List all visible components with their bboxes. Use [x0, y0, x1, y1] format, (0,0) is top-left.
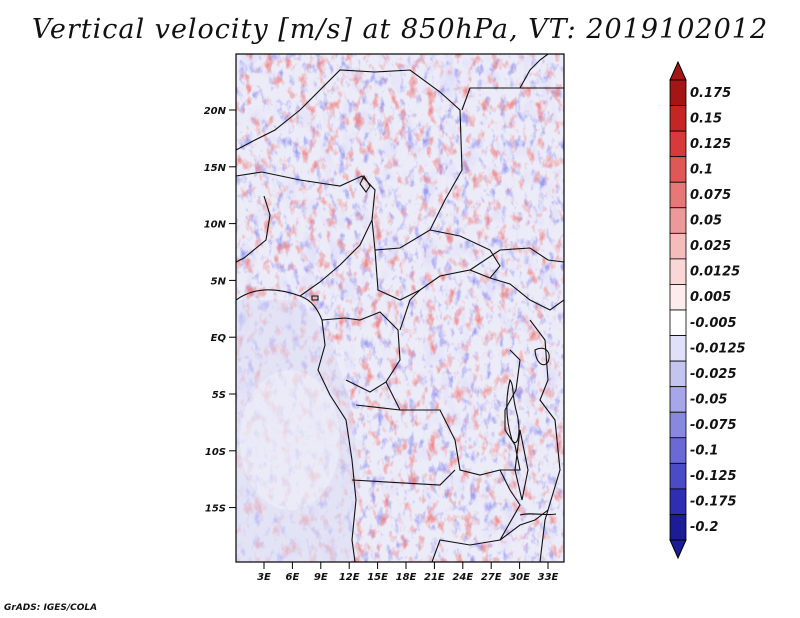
colorbar-label: 0.025 [690, 239, 731, 254]
colorbar-bottom-arrow [669, 539, 687, 560]
colorbar-label: 0.005 [690, 290, 731, 305]
colorbar-segment [669, 284, 687, 311]
credit-label: GrADS: IGES/COLA [4, 603, 98, 613]
longitude-axis: 3E 6E 9E 12E 15E 18E 21E 24E 27E 30E 33E [257, 562, 559, 583]
colorbar-label: -0.0125 [690, 341, 746, 356]
colorbar-segment [669, 360, 687, 388]
velocity-field [236, 54, 564, 562]
lon-tick-label: 9E [314, 572, 328, 583]
colorbar-label: -0.1 [690, 444, 718, 459]
colorbar-segment [669, 258, 687, 285]
lon-tick-label: 18E [396, 572, 417, 583]
lat-tick-label: 10N [204, 220, 227, 231]
lon-tick-label: 3E [257, 572, 271, 583]
map-frame [235, 53, 565, 563]
lat-tick-label: 5N [211, 276, 227, 287]
country-borders [236, 54, 564, 562]
lon-tick-label: 21E [424, 572, 445, 583]
colorbar-segment [669, 105, 687, 132]
chart-title: Vertical velocity [m/s] at 850hPa, VT: 2… [31, 14, 769, 45]
colorbar-segment [669, 130, 687, 158]
colorbar-segment [669, 437, 687, 464]
lon-tick-label: 30E [509, 572, 530, 583]
colorbar-segment [669, 386, 687, 413]
colorbar-segment [669, 411, 687, 439]
lat-tick-label: 20N [204, 106, 227, 117]
lat-tick-label: EQ [211, 333, 227, 344]
colorbar-label: 0.15 [690, 111, 722, 126]
colorbar-label: 0.175 [690, 86, 731, 101]
colorbar-segment [669, 462, 687, 490]
colorbar-label: -0.175 [690, 495, 737, 510]
colorbar-segment [669, 181, 687, 209]
lon-tick-label: 6E [286, 572, 300, 583]
lon-tick-label: 33E [538, 572, 559, 583]
lat-tick-label: 15N [204, 163, 227, 174]
colorbar-segment [669, 207, 687, 234]
lat-tick-label: 15S [205, 504, 226, 515]
colorbar-label: -0.005 [690, 316, 737, 331]
colorbar-label: 0.125 [690, 137, 731, 152]
colorbar-label: -0.05 [690, 392, 727, 407]
colorbar-segment [669, 488, 687, 515]
colorbar-segment [669, 335, 687, 362]
colorbar-label: -0.125 [690, 469, 737, 484]
colorbar-segment [669, 514, 687, 541]
colorbar-label: -0.025 [690, 367, 737, 382]
lakes [311, 174, 557, 516]
colorbar-segment [669, 309, 687, 336]
lat-tick-label: 5S [212, 390, 226, 401]
colorbar-label: 0.05 [690, 214, 722, 229]
lon-tick-label: 12E [339, 572, 360, 583]
lon-tick-label: 15E [367, 572, 388, 583]
colorbar: 0.175 0.15 0.125 0.1 0.075 0.05 0.025 0.0125 0.0… [669, 60, 746, 560]
lat-tick-label: 10S [205, 447, 226, 458]
colorbar-label: 0.0125 [690, 265, 740, 280]
colorbar-top-arrow [669, 60, 687, 81]
lon-tick-label: 27E [481, 572, 502, 583]
colorbar-label: 0.075 [690, 188, 731, 203]
colorbar-label: -0.2 [690, 520, 718, 535]
colorbar-segment [669, 232, 687, 260]
colorbar-segment [669, 156, 687, 183]
colorbar-label: -0.075 [690, 418, 737, 433]
latitude-axis: 20N 15N 10N 5N EQ 5S 10S 15S [204, 106, 236, 515]
colorbar-segment [669, 79, 687, 106]
lon-tick-label: 24E [452, 572, 473, 583]
colorbar-label: 0.1 [690, 162, 713, 177]
